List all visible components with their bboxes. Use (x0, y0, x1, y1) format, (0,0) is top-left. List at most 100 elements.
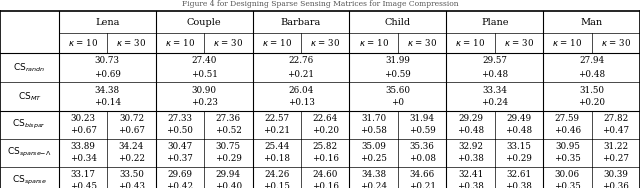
Text: +0.52: +0.52 (215, 127, 242, 135)
Text: Lena: Lena (95, 18, 120, 27)
Text: +0.69: +0.69 (94, 70, 121, 79)
Text: $\mathrm{CS}_{\mathit{sparse}}$: $\mathrm{CS}_{\mathit{sparse}}$ (12, 174, 47, 187)
Text: +0.47: +0.47 (602, 127, 629, 135)
Text: $\kappa$ = 10: $\kappa$ = 10 (456, 37, 486, 48)
Text: 27.40: 27.40 (191, 56, 217, 65)
Text: +0.48: +0.48 (481, 70, 508, 79)
Text: 30.72: 30.72 (119, 114, 144, 123)
Text: +0.08: +0.08 (408, 154, 436, 163)
Text: 35.09: 35.09 (361, 142, 386, 151)
Text: $\mathrm{CS}_{\mathit{sparse{-}\Lambda}}$: $\mathrm{CS}_{\mathit{sparse{-}\Lambda}}… (7, 146, 52, 159)
Text: +0.38: +0.38 (457, 182, 484, 188)
Text: $\kappa$ = 10: $\kappa$ = 10 (552, 37, 582, 48)
Text: 30.47: 30.47 (167, 142, 193, 151)
Text: +0.20: +0.20 (312, 127, 339, 135)
Text: $\kappa$ = 30: $\kappa$ = 30 (407, 37, 437, 48)
Text: 22.76: 22.76 (289, 56, 314, 65)
Text: +0.34: +0.34 (70, 154, 97, 163)
Text: 26.04: 26.04 (289, 86, 314, 95)
Text: Figure 4 for Designing Sparse Sensing Matrices for Image Compression: Figure 4 for Designing Sparse Sensing Ma… (182, 0, 458, 8)
Text: +0.48: +0.48 (578, 70, 605, 79)
Text: +0.16: +0.16 (312, 182, 339, 188)
Text: 29.69: 29.69 (168, 170, 193, 179)
Text: +0.20: +0.20 (578, 99, 605, 107)
Text: 34.24: 34.24 (119, 142, 144, 151)
Text: 30.23: 30.23 (70, 114, 95, 123)
Text: +0.24: +0.24 (481, 99, 508, 107)
Text: 25.44: 25.44 (264, 142, 289, 151)
Text: $\kappa$ = 10: $\kappa$ = 10 (358, 37, 388, 48)
Text: Couple: Couple (187, 18, 221, 27)
Text: 31.99: 31.99 (385, 56, 410, 65)
Text: $\kappa$ = 10: $\kappa$ = 10 (262, 37, 292, 48)
Text: $\kappa$ = 30: $\kappa$ = 30 (601, 37, 631, 48)
Text: +0.16: +0.16 (312, 154, 339, 163)
Text: +0.42: +0.42 (166, 182, 193, 188)
Text: 34.38: 34.38 (361, 170, 386, 179)
Text: +0.51: +0.51 (191, 70, 218, 79)
Text: 27.94: 27.94 (579, 56, 604, 65)
Text: 31.50: 31.50 (579, 86, 604, 95)
Text: 30.75: 30.75 (216, 142, 241, 151)
Text: 24.60: 24.60 (312, 170, 338, 179)
Text: 31.22: 31.22 (604, 142, 628, 151)
Text: +0: +0 (392, 99, 404, 107)
Text: +0.21: +0.21 (287, 70, 314, 79)
Text: +0.25: +0.25 (360, 154, 387, 163)
Text: +0.67: +0.67 (70, 127, 97, 135)
Text: 27.36: 27.36 (216, 114, 241, 123)
Text: 33.17: 33.17 (70, 170, 95, 179)
Text: 33.89: 33.89 (70, 142, 95, 151)
Text: +0.46: +0.46 (554, 127, 581, 135)
Text: Man: Man (580, 18, 603, 27)
Text: 32.92: 32.92 (458, 142, 483, 151)
Text: 29.29: 29.29 (458, 114, 483, 123)
Text: 27.33: 27.33 (168, 114, 193, 123)
Text: +0.14: +0.14 (93, 99, 121, 107)
Text: +0.29: +0.29 (506, 154, 532, 163)
Text: 35.60: 35.60 (385, 86, 410, 95)
Text: 33.50: 33.50 (119, 170, 144, 179)
Text: Barbara: Barbara (281, 18, 321, 27)
Text: +0.38: +0.38 (457, 154, 484, 163)
Text: +0.35: +0.35 (554, 154, 580, 163)
Text: 22.57: 22.57 (264, 114, 289, 123)
Text: +0.22: +0.22 (118, 154, 145, 163)
Text: 30.95: 30.95 (555, 142, 580, 151)
Text: $\kappa$ = 30: $\kappa$ = 30 (116, 37, 147, 48)
Text: $\kappa$ = 30: $\kappa$ = 30 (213, 37, 243, 48)
Text: $\kappa$ = 10: $\kappa$ = 10 (68, 37, 98, 48)
Text: +0.21: +0.21 (263, 127, 291, 135)
Text: +0.38: +0.38 (506, 182, 532, 188)
Text: +0.45: +0.45 (70, 182, 97, 188)
Text: +0.58: +0.58 (360, 127, 387, 135)
Text: +0.48: +0.48 (506, 127, 532, 135)
Text: 29.94: 29.94 (216, 170, 241, 179)
Text: 33.15: 33.15 (506, 142, 531, 151)
Text: +0.27: +0.27 (602, 154, 629, 163)
Text: 35.36: 35.36 (410, 142, 435, 151)
Text: +0.48: +0.48 (457, 127, 484, 135)
Text: 31.70: 31.70 (361, 114, 386, 123)
Text: 22.64: 22.64 (312, 114, 338, 123)
Text: +0.59: +0.59 (385, 70, 412, 79)
Text: 25.82: 25.82 (313, 142, 338, 151)
Text: $\mathrm{CS}_{\mathit{randn}}$: $\mathrm{CS}_{\mathit{randn}}$ (13, 61, 45, 74)
Text: 27.82: 27.82 (603, 114, 628, 123)
Text: $\kappa$ = 10: $\kappa$ = 10 (165, 37, 195, 48)
Text: +0.23: +0.23 (191, 99, 218, 107)
Text: +0.15: +0.15 (264, 182, 290, 188)
Text: +0.21: +0.21 (408, 182, 436, 188)
Text: 31.94: 31.94 (410, 114, 435, 123)
Text: 27.59: 27.59 (555, 114, 580, 123)
Text: 29.49: 29.49 (506, 114, 531, 123)
Text: $\kappa$ = 30: $\kappa$ = 30 (504, 37, 534, 48)
Text: +0.67: +0.67 (118, 127, 145, 135)
Text: +0.18: +0.18 (263, 154, 291, 163)
Text: +0.13: +0.13 (287, 99, 314, 107)
Text: $\kappa$ = 30: $\kappa$ = 30 (310, 37, 340, 48)
Text: 29.57: 29.57 (482, 56, 508, 65)
Text: 30.06: 30.06 (555, 170, 580, 179)
Text: 32.41: 32.41 (458, 170, 483, 179)
Text: +0.37: +0.37 (166, 154, 193, 163)
